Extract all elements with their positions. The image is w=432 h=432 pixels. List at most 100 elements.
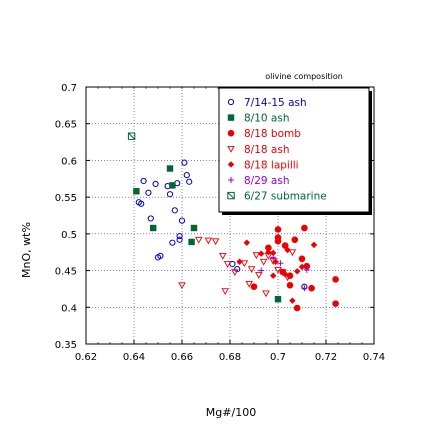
data-point bbox=[181, 159, 188, 166]
data-point bbox=[169, 239, 176, 246]
data-point bbox=[169, 182, 176, 189]
data-point bbox=[293, 304, 301, 312]
data-point bbox=[152, 180, 159, 188]
data-point bbox=[270, 272, 277, 279]
axis-ticks: 0.62 0.64 0.66 0.68 0.7 0.72 0.74 0.35 0.4 0.45 0.… bbox=[55, 83, 385, 363]
data-point bbox=[231, 269, 239, 276]
legend-item: 6/27 submarine bbox=[227, 191, 327, 203]
legend-label: 8/18 lapilli bbox=[244, 159, 299, 171]
data-point bbox=[145, 189, 152, 196]
data-point bbox=[221, 288, 229, 296]
data-point bbox=[301, 224, 308, 232]
chart-title: olivine composition bbox=[265, 72, 343, 81]
data-point bbox=[303, 266, 310, 273]
data-point bbox=[204, 237, 213, 245]
data-point bbox=[282, 271, 289, 278]
data-point bbox=[176, 232, 183, 240]
x-axis-title: Mg#/100 bbox=[206, 406, 256, 419]
legend-marker bbox=[227, 129, 235, 137]
data-point bbox=[234, 266, 241, 273]
data-point bbox=[252, 252, 261, 260]
data-point bbox=[147, 215, 154, 222]
legend-marker bbox=[227, 161, 235, 168]
legend-label: 8/18 bomb bbox=[244, 128, 301, 140]
data-point bbox=[288, 249, 297, 257]
legend-item: 8/18 lapilli bbox=[227, 159, 299, 171]
data-point bbox=[178, 217, 186, 224]
legend-item: 8/18 bomb bbox=[227, 128, 301, 140]
data-point bbox=[294, 268, 301, 275]
series-6 bbox=[127, 132, 136, 140]
legend-box bbox=[218, 87, 370, 213]
legend-item: 8/29 ash bbox=[228, 175, 289, 187]
y-tick-label: 0.7 bbox=[61, 83, 77, 94]
data-point bbox=[265, 249, 272, 256]
data-point bbox=[250, 283, 258, 291]
data-point bbox=[166, 191, 174, 198]
data-point bbox=[166, 165, 174, 172]
data-point bbox=[274, 266, 282, 274]
data-point bbox=[332, 276, 339, 283]
data-point bbox=[127, 132, 136, 140]
legend-label: 8/29 ash bbox=[244, 175, 289, 187]
data-point bbox=[188, 238, 195, 246]
legend-label: 6/27 submarine bbox=[244, 191, 327, 203]
data-point bbox=[211, 238, 220, 246]
y-tick-label: 0.6 bbox=[61, 156, 77, 167]
y-tick-label: 0.4 bbox=[61, 303, 77, 314]
legend-label: 7/14-15 ash bbox=[244, 97, 307, 109]
legend-item: 8/18 ash bbox=[227, 144, 289, 156]
legend-label: 8/10 ash bbox=[244, 113, 289, 125]
legend: 7/14-15 ash 8/10 ash 8/18 bomb 8/18 ash 8/18… bbox=[218, 87, 372, 215]
y-tick-label: 0.45 bbox=[55, 267, 77, 278]
data-point bbox=[272, 258, 279, 265]
data-point bbox=[258, 267, 265, 274]
data-point bbox=[247, 266, 256, 274]
data-point bbox=[229, 260, 236, 268]
data-point bbox=[284, 246, 291, 254]
y-axis-title: MnO, wt% bbox=[20, 222, 33, 278]
series-2 bbox=[250, 224, 339, 312]
data-point bbox=[255, 272, 263, 279]
legend-marker bbox=[227, 114, 235, 121]
data-point bbox=[308, 284, 315, 292]
data-point bbox=[195, 236, 203, 244]
legend-label: 8/18 ash bbox=[244, 144, 289, 156]
x-tick-label: 0.66 bbox=[171, 352, 193, 363]
y-tick-label: 0.5 bbox=[61, 230, 77, 241]
data-point bbox=[150, 224, 157, 232]
data-point bbox=[286, 281, 294, 289]
data-point bbox=[332, 300, 339, 307]
y-tick-label: 0.65 bbox=[55, 120, 77, 131]
x-tick-label: 0.68 bbox=[219, 352, 241, 363]
data-point bbox=[274, 226, 282, 233]
data-point bbox=[157, 252, 164, 259]
data-point bbox=[140, 177, 147, 185]
data-point bbox=[274, 296, 282, 303]
legend-marker bbox=[227, 145, 235, 153]
data-point bbox=[243, 239, 250, 246]
data-point bbox=[291, 236, 299, 244]
data-point bbox=[171, 207, 178, 214]
data-point bbox=[259, 258, 268, 266]
series-5 bbox=[258, 254, 310, 292]
y-tick-label: 0.55 bbox=[55, 193, 77, 204]
legend-item: 7/14-15 ash bbox=[227, 97, 307, 109]
x-tick-label: 0.62 bbox=[75, 352, 97, 363]
data-point bbox=[135, 199, 142, 206]
data-point bbox=[133, 188, 140, 195]
series-4 bbox=[236, 239, 318, 304]
x-tick-label: 0.64 bbox=[123, 352, 145, 363]
data-point bbox=[281, 242, 289, 249]
x-tick-label: 0.7 bbox=[270, 352, 286, 363]
data-point bbox=[223, 261, 232, 268]
data-point bbox=[298, 263, 306, 271]
data-point bbox=[178, 282, 186, 290]
data-point bbox=[289, 297, 296, 304]
data-point bbox=[176, 236, 183, 243]
data-point bbox=[190, 224, 198, 232]
data-point bbox=[310, 241, 318, 249]
data-point bbox=[236, 258, 243, 265]
data-point bbox=[258, 250, 265, 257]
